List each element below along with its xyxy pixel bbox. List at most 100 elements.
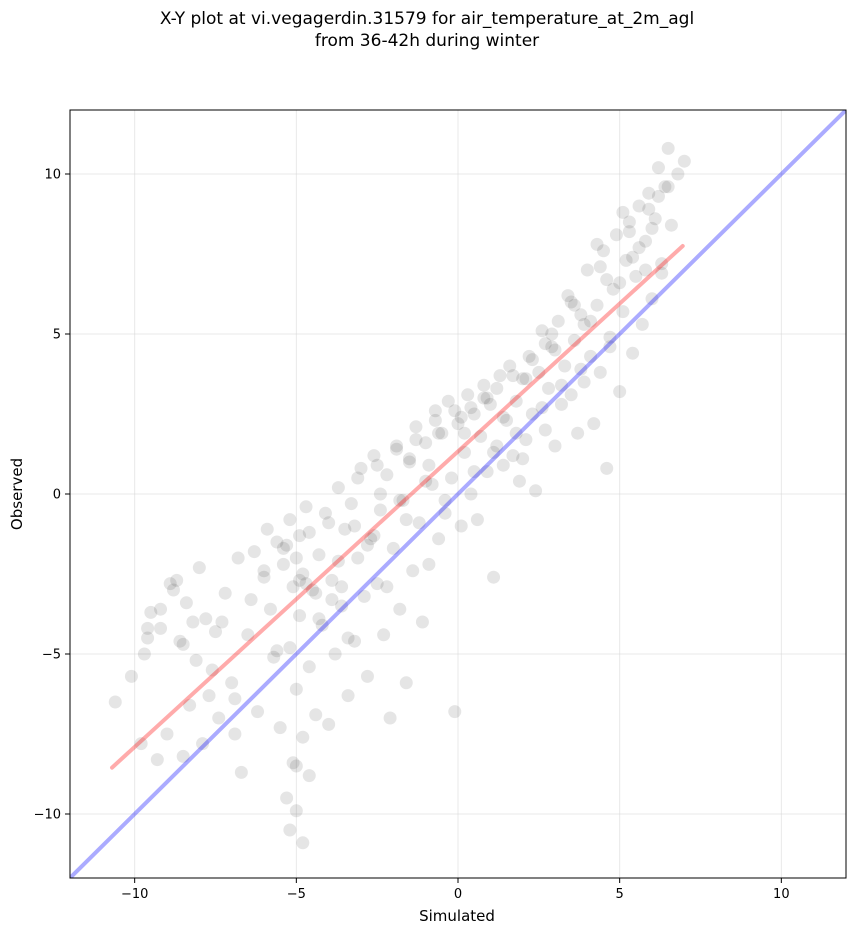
scatter-point [661, 141, 675, 155]
axis-ticks: −10 −5 0 5 10 −10 −5 0 5 10 [34, 168, 790, 903]
scatter-point [422, 557, 436, 571]
scatter-point [435, 426, 449, 440]
scatter-point [218, 586, 232, 600]
scatter-point [144, 605, 158, 619]
scatter-point [260, 522, 274, 536]
scatter-point [480, 391, 494, 405]
scatter-point [341, 631, 355, 645]
scatter-point [348, 519, 362, 533]
scatter-point [639, 263, 653, 277]
chart-subtitle: from 36-42h during winter [314, 31, 540, 51]
scatter-point [651, 161, 665, 175]
scatter-point [225, 676, 239, 690]
scatter-point [302, 525, 316, 539]
scatter-point [215, 615, 229, 629]
scatter-point [425, 477, 439, 491]
scatter-point [296, 730, 310, 744]
scatter-point [380, 580, 394, 594]
scatter-point [380, 468, 394, 482]
chart-title: X-Y plot at vi.vegagerdin.31579 for air_… [159, 9, 695, 29]
scatter-point [567, 333, 581, 347]
scatter-point [108, 695, 122, 709]
scatter-point [519, 372, 533, 386]
scatter-point [545, 340, 559, 354]
scatter-point [267, 650, 281, 664]
scatter-point [302, 769, 316, 783]
scatter-point [322, 516, 336, 530]
scatter-point [622, 215, 636, 229]
scatter-point [367, 449, 381, 463]
scatter-point [677, 154, 691, 168]
scatter-point [393, 493, 407, 507]
scatter-point [331, 481, 345, 495]
scatter-point [231, 551, 245, 565]
scatter-point [293, 529, 307, 543]
scatter-point [451, 417, 465, 431]
scatter-point [338, 522, 352, 536]
scatter-point [490, 381, 504, 395]
scatter-point [322, 717, 336, 731]
y-tick-label: 10 [44, 168, 61, 183]
scatter-point [192, 561, 206, 575]
scatter-point [289, 551, 303, 565]
scatter-point [496, 458, 510, 472]
scatter-point [399, 676, 413, 690]
scatter-point [632, 199, 646, 213]
scatter-point [587, 417, 601, 431]
scatter-point [141, 631, 155, 645]
scatter-point [457, 445, 471, 459]
scatter-point [467, 407, 481, 421]
scatter-point [509, 394, 523, 408]
scatter-point [580, 263, 594, 277]
scatter-point [567, 298, 581, 312]
scatter-point [383, 711, 397, 725]
scatter-point [645, 292, 659, 306]
scatter-point [428, 413, 442, 427]
scatter-point [283, 641, 297, 655]
scatter-point [651, 189, 665, 203]
scatter-point [535, 401, 549, 415]
scatter-point [532, 365, 546, 379]
scatter-point [461, 388, 475, 402]
scatter-point [464, 487, 478, 501]
scatter-point [286, 580, 300, 594]
scatter-point [196, 737, 210, 751]
scatter-point [632, 241, 646, 255]
scatter-point [312, 612, 326, 626]
scatter-point [603, 340, 617, 354]
scatter-point [487, 445, 501, 459]
scatter-point [642, 186, 656, 200]
scatter-point [386, 541, 400, 555]
scatter-point [648, 212, 662, 226]
scatter-point [470, 513, 484, 527]
scatter-point [263, 602, 277, 616]
scatter-point [176, 749, 190, 763]
scatter-point [318, 506, 332, 520]
scatter-point [635, 317, 649, 331]
scatter-point [645, 221, 659, 235]
scatter-point [496, 410, 510, 424]
scatter-point [548, 439, 562, 453]
y-axis-label: Observed [8, 458, 26, 530]
scatter-point [412, 516, 426, 530]
reference-lines [70, 110, 846, 878]
scatter-point [616, 305, 630, 319]
x-tick-label: −5 [287, 887, 306, 902]
scatter-point [629, 269, 643, 283]
y-tick-label: 0 [53, 488, 61, 503]
scatter-point [335, 580, 349, 594]
scatter-point [370, 458, 384, 472]
scatter-point [538, 423, 552, 437]
scatter-point [574, 362, 588, 376]
scatter-point [457, 426, 471, 440]
scatter-point [419, 436, 433, 450]
scatter-point [516, 452, 530, 466]
scatter-point [283, 513, 297, 527]
scatter-point [500, 413, 513, 427]
scatter-point [609, 228, 623, 242]
scatter-point [166, 583, 180, 597]
scatter-point [522, 349, 536, 363]
scatter-point [509, 426, 523, 440]
scatter-point [189, 653, 203, 667]
scatter-point [490, 439, 504, 453]
